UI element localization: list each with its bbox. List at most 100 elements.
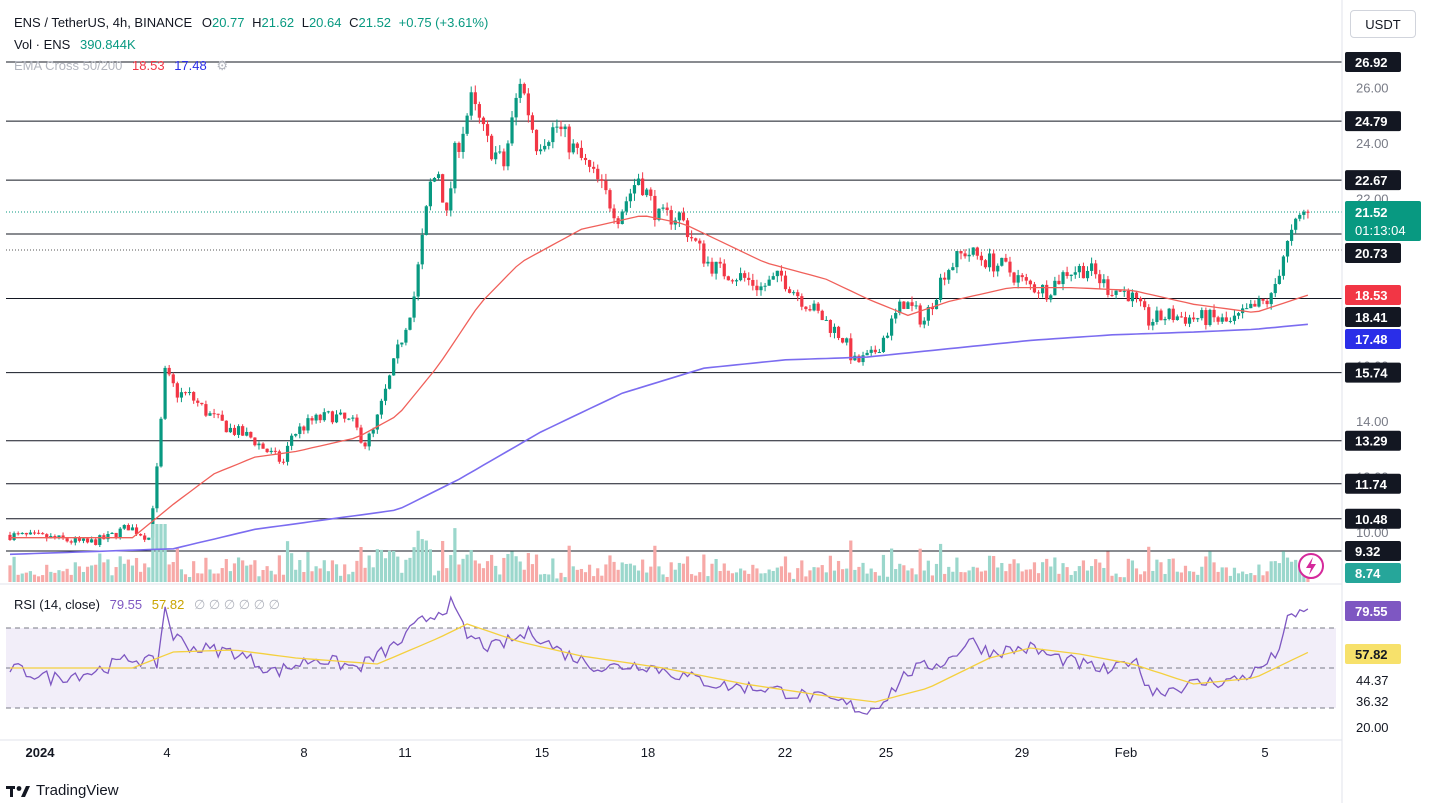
candle-body [1253,303,1257,307]
volume-bar [457,564,461,582]
candle-body [1016,275,1020,283]
high-value: 21.62 [261,15,295,30]
candle-body [612,208,616,219]
level-label-box [1345,362,1401,383]
volume-bar [1241,571,1245,582]
candle-body [555,126,559,128]
candle-body [743,273,747,278]
candle-body [408,317,412,330]
tradingview-logo-icon [6,785,30,797]
volume-bar [1265,571,1269,582]
candle-body [265,448,269,453]
candle-body [45,534,49,539]
candle-body [371,429,375,434]
candle-body [1163,319,1167,321]
volume-axis-label: 8.74 [1355,566,1381,581]
x-tick-label: 4 [163,745,170,760]
candle-body [959,251,963,254]
candle-body [885,335,890,338]
candle-body [767,279,771,286]
volume-bar [85,566,90,582]
volume-bar [1277,563,1281,582]
rsi-tick-label: 20.00 [1356,720,1389,735]
x-tick-label: 18 [641,745,655,760]
volume-bar [204,557,208,582]
candle-body [1273,283,1277,294]
candle-body [1224,317,1228,322]
candle-body [759,286,763,291]
volume-bar [228,571,233,582]
candle-body [943,277,947,280]
level-label: 18.41 [1355,310,1388,325]
candle-body [1236,313,1241,316]
volume-bar [1212,562,1216,582]
volume-bar [971,566,975,582]
candle-body [294,433,298,436]
level-label: 13.29 [1355,434,1388,449]
volume-bar [343,564,347,582]
rsi-dims: ∅ ∅ ∅ ∅ ∅ ∅ [193,597,280,612]
volume-bar [1147,546,1151,582]
volume-legend: Vol · ENS 390.844K [14,37,136,52]
candle-body [881,337,886,353]
volume-bar [1200,566,1204,582]
candle-body [1085,270,1090,279]
level-label: 26.92 [1355,55,1388,70]
candle-body [1110,294,1114,296]
candle-body [310,418,314,421]
volume-bar [159,524,163,582]
candle-body [543,145,547,150]
candle-body [877,352,881,354]
volume-bar [604,564,608,582]
candle-body [706,261,710,264]
candle-body [538,149,543,152]
candle-body [1245,308,1249,310]
candle-body [183,392,188,394]
candle-body [792,292,796,294]
volume-bar [987,555,992,582]
candle-body [526,93,530,116]
volume-bar [314,566,318,582]
candle-body [600,179,604,181]
candle-body [624,201,628,212]
candle-body [445,202,449,211]
candle-body [738,273,743,281]
volume-bar [122,563,126,582]
x-tick-label: 11 [398,745,412,760]
volume-bar [290,553,294,582]
footer-brand[interactable]: TradingView [6,782,119,799]
candle-body [318,414,322,421]
candle-body [241,426,245,436]
volume-bar [126,559,130,582]
volume-bar [1065,567,1069,582]
volume-bar [481,568,486,582]
candle-body [187,392,192,394]
candle-body [514,97,518,118]
volume-bar [65,568,69,582]
settings-icon[interactable]: ⚙ [216,58,229,73]
candle-body [955,251,959,268]
candle-body [1306,211,1310,213]
candle-body [1269,293,1273,305]
volume-bar [81,571,86,582]
candle-body [620,211,624,225]
volume-bar [175,547,179,582]
volume-bar [12,556,16,582]
volume-bar [220,568,224,582]
volume-bar [265,566,269,582]
volume-bar [624,563,628,582]
candle-body [110,532,114,534]
currency-button[interactable]: USDT [1350,10,1416,38]
volume-bar [106,559,110,582]
y-tick-label: 24.00 [1356,136,1389,151]
candle-body [236,426,241,435]
candle-body [587,160,592,167]
level-label-box [1345,508,1401,529]
volume-bar [694,575,698,582]
volume-bar [1236,573,1241,582]
candle-body [1159,310,1163,321]
volume-bar [890,548,894,582]
candle-body [845,338,849,343]
rsi-tick-label: 44.37 [1356,673,1389,688]
